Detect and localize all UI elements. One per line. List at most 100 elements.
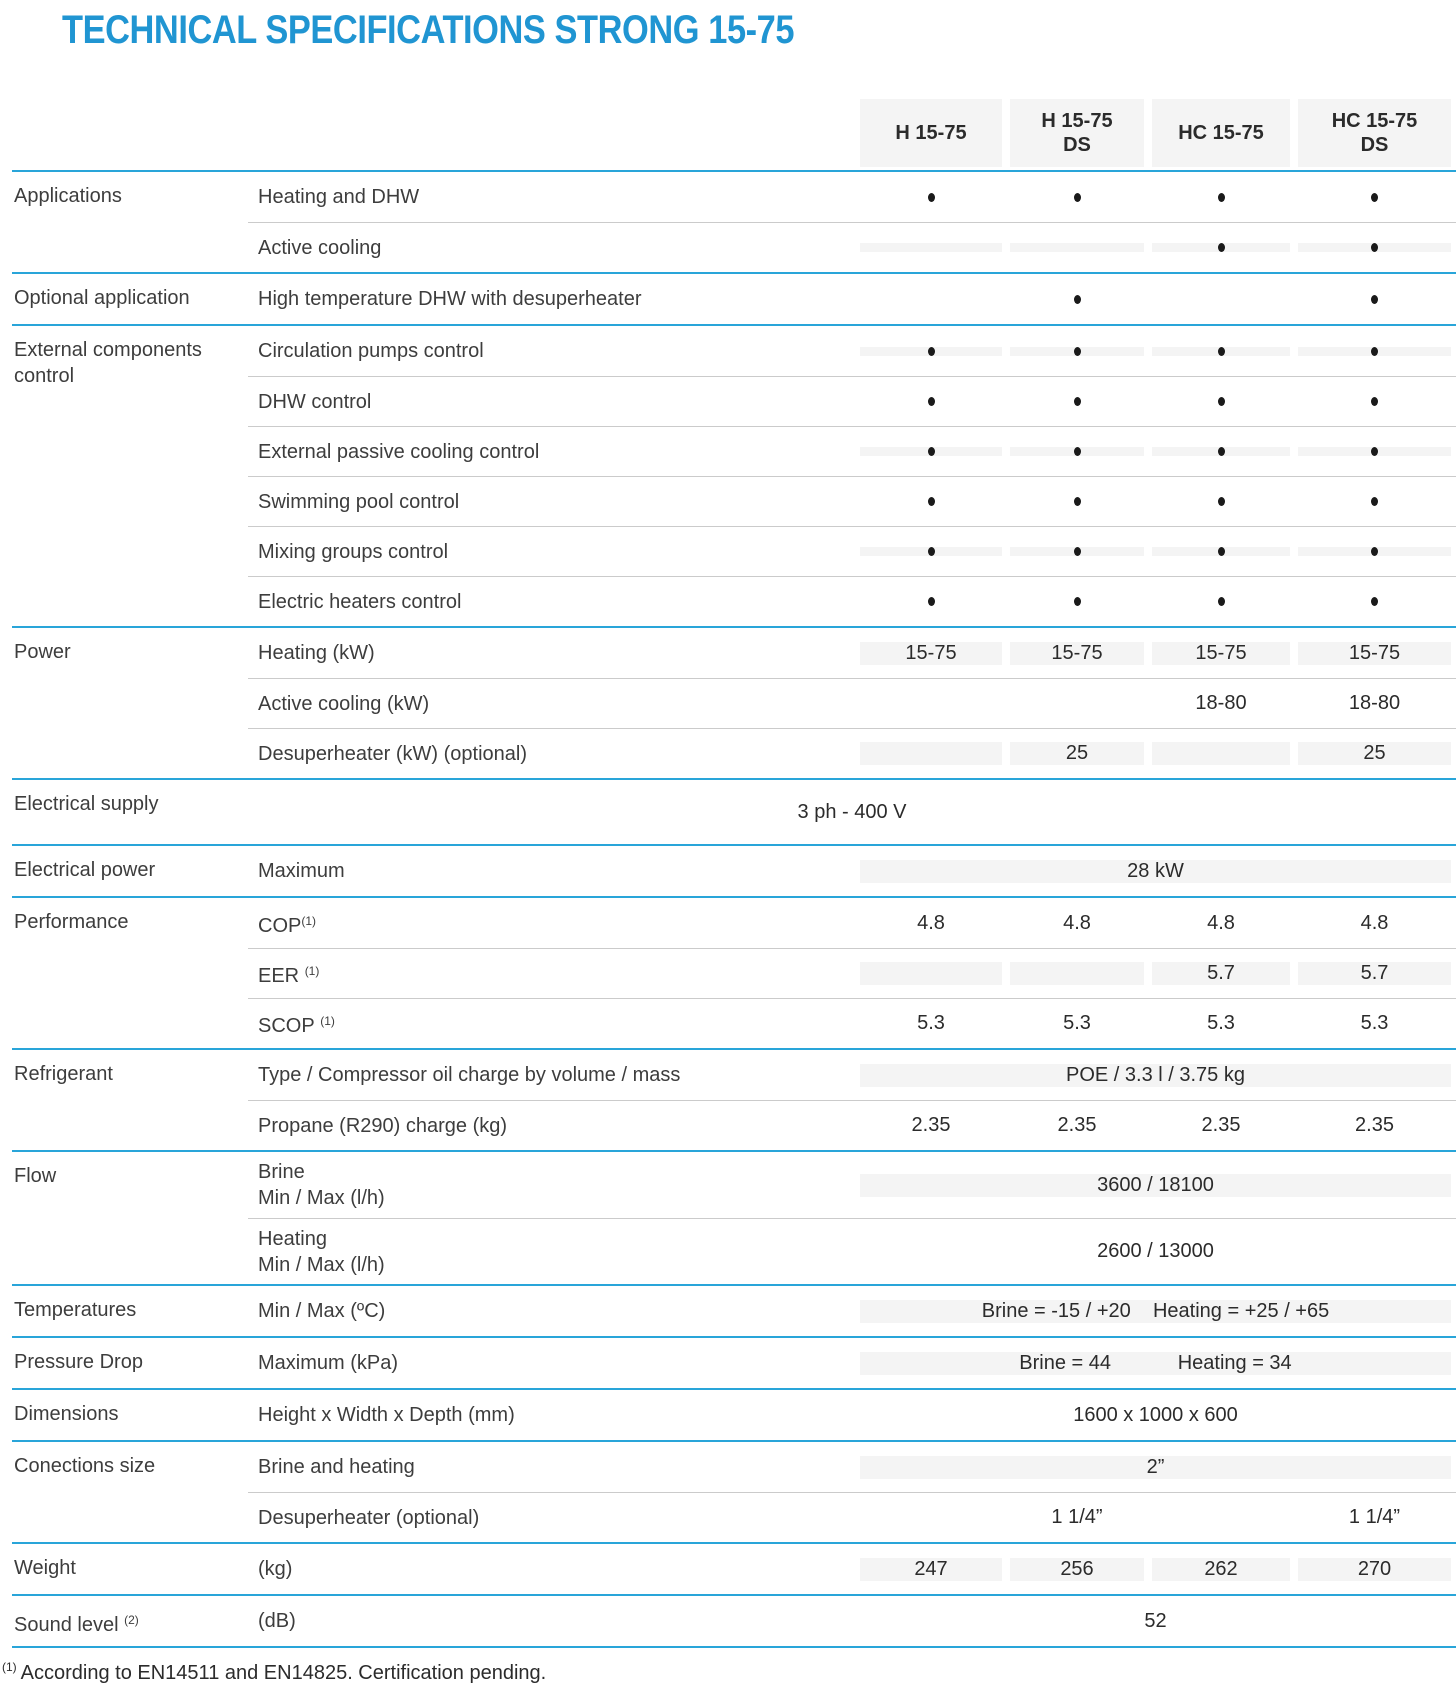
- value-cell: [1298, 597, 1451, 606]
- superscript-note-marker: (1): [301, 913, 317, 928]
- bullet-dot: [1073, 294, 1081, 304]
- value-cell: [1152, 397, 1290, 406]
- spec-row: COP(1) 4.8 4.8 4.8 4.8: [248, 898, 1456, 948]
- superscript-note-marker: (1): [304, 964, 320, 978]
- row-data-area: 1600 x 1000 x 600: [860, 1404, 1456, 1427]
- row-label: External passive cooling control: [258, 440, 540, 463]
- bullet-dot: [1073, 597, 1081, 606]
- value-cell: [1010, 192, 1144, 202]
- spec-group: Sound level (2) (dB) 52: [12, 1594, 1456, 1646]
- value-cell: 5.7: [1152, 962, 1290, 985]
- value-cell: [1298, 397, 1451, 406]
- value-cell: [1152, 547, 1290, 556]
- value-cell: [1152, 346, 1290, 356]
- group-label: Optional application: [14, 287, 190, 309]
- row-data-area: [860, 294, 1456, 304]
- value-cell: [1298, 497, 1451, 506]
- bullet-dot: [1073, 497, 1081, 506]
- spec-row: Min / Max (ºC) Brine = -15 / +20 Heating …: [248, 1286, 1456, 1336]
- value-cell: [860, 397, 1002, 406]
- row-label: Brine and heating: [258, 1456, 415, 1478]
- value-cell: [1010, 447, 1144, 456]
- value-cell: 5.7: [1298, 962, 1451, 985]
- value-cell: 2.35: [1355, 1114, 1394, 1136]
- value-cell: 4.8: [1360, 911, 1389, 934]
- bullet-dot: [1371, 294, 1378, 304]
- spec-group: Electrical supply 3 ph - 400 V: [12, 778, 1456, 844]
- bullet-dot: [1217, 397, 1225, 406]
- group-label: External components control: [14, 339, 202, 387]
- bullet-dot: [1371, 447, 1378, 456]
- row-data-area: 25 25: [860, 742, 1456, 765]
- spec-row: Desuperheater (optional) 1 1/4” 1 1/4”: [248, 1492, 1456, 1542]
- value-cell: [1298, 192, 1451, 202]
- bullet-dot: [927, 192, 935, 202]
- value-cell: 4.8: [917, 911, 945, 934]
- row-label: Swimming pool control: [258, 490, 460, 513]
- value-cell: [1152, 243, 1290, 252]
- row-data-area: Brine = -15 / +20 Heating = +25 / +65: [860, 1299, 1456, 1323]
- row-label: Active cooling (kW): [258, 692, 430, 715]
- value-cell: [860, 346, 1002, 356]
- value-cell: 15-75: [1298, 641, 1451, 665]
- bullet-dot: [927, 397, 935, 406]
- value-cell: [1152, 192, 1290, 202]
- bullet-dot: [1217, 597, 1225, 606]
- spec-group: Dimensions Height x Width x Depth (mm) 160…: [12, 1388, 1456, 1440]
- superscript-note-marker: (2): [124, 1613, 139, 1627]
- footnote-marker: (1): [2, 1660, 17, 1674]
- spec-row: Brine Min / Max (l/h) 3600 / 18100: [248, 1152, 1456, 1218]
- row-label: Propane (R290) charge (kg): [258, 1114, 508, 1137]
- span-value-cell: POE / 3.3 l / 3.75 kg: [860, 1063, 1451, 1087]
- value-cell: [1298, 547, 1451, 556]
- group-rows: Heating and DHW Active cooling: [248, 172, 1456, 272]
- value-cell: 5.3: [1207, 1012, 1235, 1034]
- group-rows: (dB) 52: [248, 1596, 1456, 1646]
- value-cell: 4.8: [1063, 911, 1091, 934]
- row-data-area: 3600 / 18100: [860, 1173, 1456, 1197]
- group-label: Sound level (2): [14, 1613, 139, 1636]
- spec-row: 3 ph - 400 V: [248, 780, 1456, 844]
- value-cell: 5.3: [917, 1012, 945, 1034]
- value-cell: 25: [1298, 742, 1451, 765]
- span-value-cell: 2”: [860, 1455, 1451, 1479]
- span-value-cell: 1600 x 1000 x 600: [1073, 1403, 1238, 1426]
- group-label: Conections size: [14, 1455, 156, 1477]
- row-label: Maximum (kPa): [258, 1352, 399, 1374]
- value-cell: 270: [1298, 1557, 1451, 1581]
- group-rows: Brine Min / Max (l/h) 3600 / 18100 Heating…: [248, 1152, 1456, 1284]
- spec-row: Heating (kW) 15-75 15-75 15-75 15-75: [248, 628, 1456, 678]
- row-label: Electric heaters control: [258, 590, 462, 613]
- bullet-dot: [1217, 346, 1225, 356]
- bullet-dot: [927, 346, 935, 356]
- row-label: High temperature DHW with desuperheater: [258, 288, 642, 310]
- value-cell: 262: [1152, 1557, 1290, 1581]
- value-cell: [1152, 447, 1290, 456]
- value-cell: [860, 692, 1002, 715]
- spec-row: Height x Width x Depth (mm) 1600 x 1000 x…: [248, 1390, 1456, 1440]
- row-data-area: POE / 3.3 l / 3.75 kg: [860, 1063, 1456, 1087]
- spec-row: Heating and DHW: [248, 172, 1456, 222]
- footnote-text: According to EN14511 and EN14825. Certif…: [20, 1662, 547, 1684]
- bullet-dot: [1371, 243, 1378, 252]
- row-label: COP(1): [258, 913, 317, 937]
- spec-group: Conections size Brine and heating 2” Desupe…: [12, 1440, 1456, 1542]
- value-cell: 2.35: [1201, 1114, 1241, 1136]
- page-title: TECHNICAL SPECIFICATIONS STRONG 15-75: [62, 8, 795, 52]
- bullet-dot: [1371, 192, 1378, 202]
- bullet-dot: [1371, 597, 1378, 606]
- spec-row: Brine and heating 2”: [248, 1442, 1456, 1492]
- value-cell: [1010, 397, 1144, 406]
- span-value-cell: 3600 / 18100: [860, 1173, 1451, 1197]
- value-cell: 256: [1010, 1557, 1144, 1581]
- spec-group: Electrical power Maximum 28 kW: [12, 844, 1456, 896]
- bullet-dot: [1217, 547, 1225, 556]
- group-rows: Heating (kW) 15-75 15-75 15-75 15-75 Active c…: [248, 628, 1456, 778]
- value-cell: [1298, 447, 1451, 456]
- bullet-dot: [927, 597, 935, 606]
- group-rows: 3 ph - 400 V: [248, 780, 1456, 844]
- column-header: H 15-75: [860, 99, 1002, 167]
- spec-row: (kg) 247 256 262 270: [248, 1544, 1456, 1594]
- spec-group: Power Heating (kW) 15-75 15-75 15-75 15-75 Act…: [12, 626, 1456, 778]
- group-rows: Min / Max (ºC) Brine = -15 / +20 Heating …: [248, 1286, 1456, 1336]
